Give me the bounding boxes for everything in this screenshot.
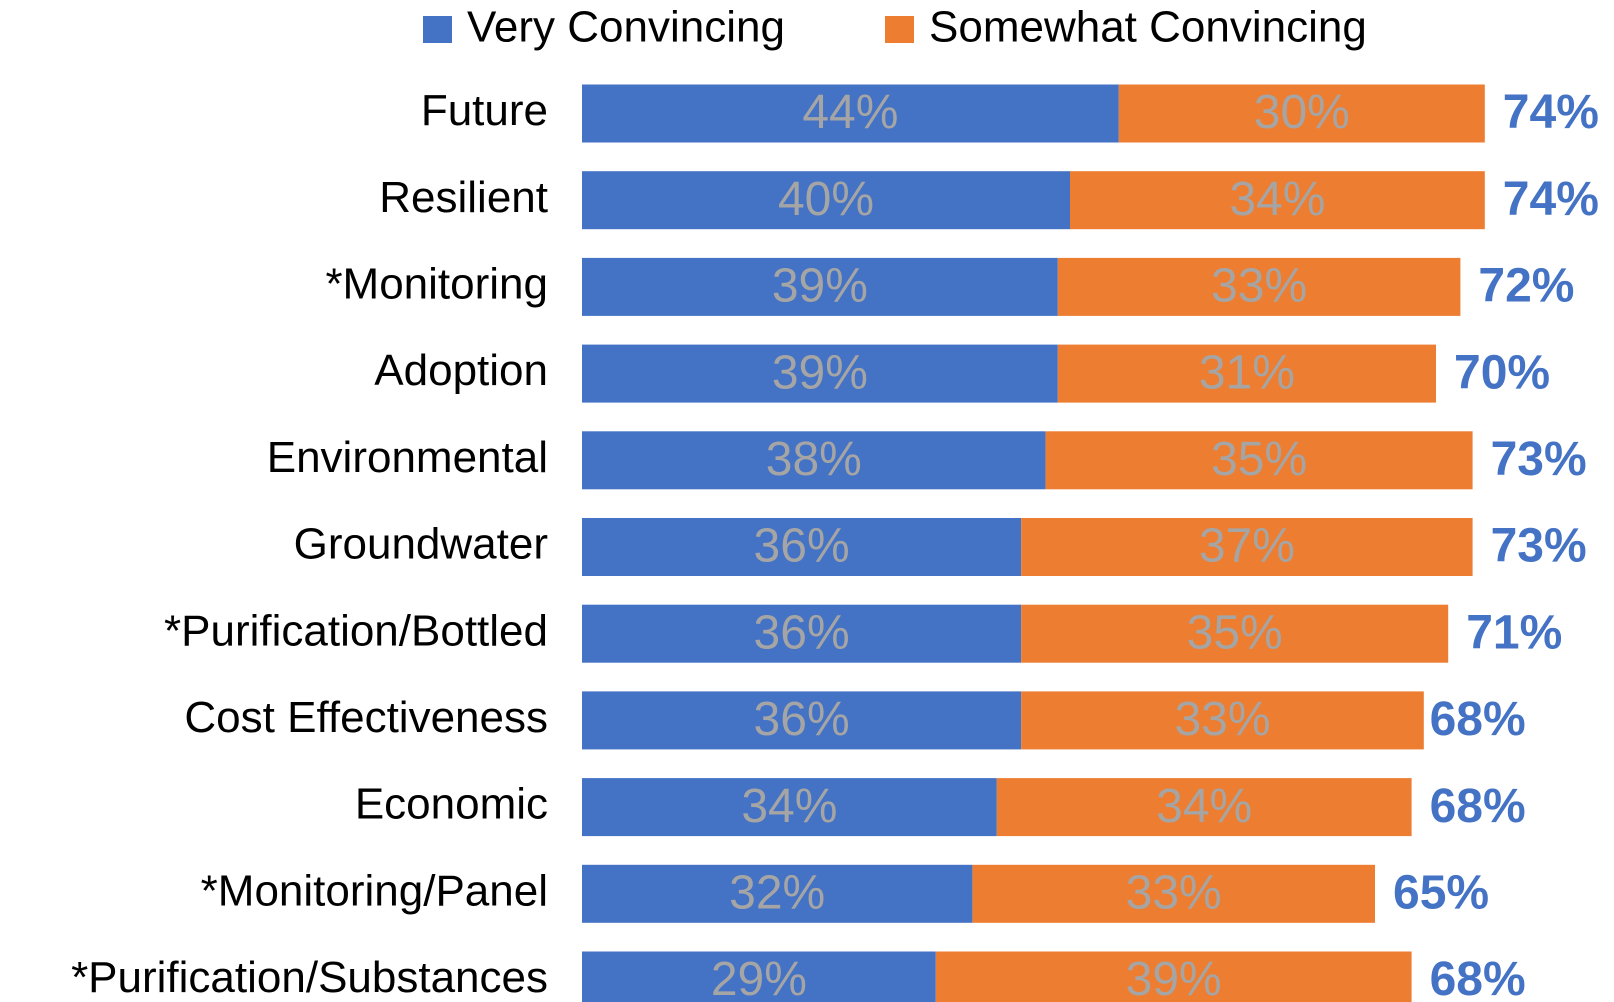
total-label: 72% [1478, 260, 1574, 313]
bar-segment [582, 344, 1058, 403]
total-label: 68% [1430, 953, 1526, 1002]
total-label: 70% [1454, 346, 1550, 399]
segment-label: 32% [729, 866, 825, 919]
bar-segment [972, 864, 1375, 923]
bar-segment [582, 778, 997, 837]
category-label: *Monitoring [325, 260, 548, 309]
segment-label: 44% [802, 86, 898, 139]
segment-label: 34% [741, 780, 837, 833]
total-label: 73% [1491, 433, 1587, 486]
total-label: 68% [1430, 693, 1526, 746]
category-label: Environmental [267, 433, 548, 482]
total-label: 68% [1430, 780, 1526, 833]
category-label: *Purification/Substances [71, 953, 548, 1002]
total-label: 65% [1393, 866, 1489, 919]
category-label: *Monitoring/Panel [201, 866, 548, 915]
total-label: 74% [1503, 173, 1599, 226]
segment-label: 34% [1156, 780, 1252, 833]
bar-segment [582, 951, 936, 1002]
bar-segment [1021, 604, 1449, 663]
bar-segment [1021, 691, 1424, 750]
segment-label: 36% [754, 606, 850, 659]
category-label: Adoption [374, 346, 548, 395]
bar-segment [582, 604, 1022, 663]
category-label: Economic [355, 780, 548, 829]
segment-label: 39% [772, 260, 868, 313]
bar-segment [1070, 171, 1485, 230]
segment-label: 30% [1254, 86, 1350, 139]
bar-segment [582, 518, 1022, 576]
segment-label: 35% [1211, 433, 1307, 486]
bar-segment [1057, 344, 1436, 403]
legend-label: Somewhat Convincing [929, 3, 1367, 52]
segment-label: 39% [772, 346, 868, 399]
bar-segment [1057, 257, 1461, 316]
segment-label: 36% [754, 520, 850, 573]
legend-swatch [423, 16, 452, 43]
legend-swatch [885, 16, 914, 43]
total-label: 71% [1466, 606, 1562, 659]
bar-segment [582, 691, 1022, 750]
segment-label: 29% [711, 953, 807, 1002]
category-label: *Purification/Bottled [164, 606, 548, 655]
total-label: 73% [1491, 520, 1587, 573]
category-label: Future [421, 86, 548, 135]
bar-segment [1045, 431, 1473, 490]
category-label: Cost Effectiveness [184, 693, 548, 742]
segment-label: 31% [1199, 346, 1295, 399]
segment-label: 33% [1126, 866, 1222, 919]
bar-segment [1118, 84, 1485, 143]
total-label: 74% [1503, 86, 1599, 139]
segment-label: 33% [1211, 260, 1307, 313]
legend-label: Very Convincing [467, 3, 785, 52]
bar-segment [582, 431, 1046, 490]
segment-label: 39% [1126, 953, 1222, 1002]
category-label: Resilient [379, 173, 548, 222]
bar-segment [582, 84, 1119, 143]
bar-segment [582, 171, 1070, 230]
segment-label: 38% [766, 433, 862, 486]
segment-label: 33% [1174, 693, 1270, 746]
bar-segment [1021, 518, 1473, 576]
segment-label: 36% [754, 693, 850, 746]
bar-segment [996, 778, 1412, 837]
bar-segment [582, 864, 973, 923]
category-label: Groundwater [294, 520, 548, 569]
segment-label: 34% [1229, 173, 1325, 226]
bar-segment [935, 951, 1412, 1002]
segment-label: 40% [778, 173, 874, 226]
segment-label: 35% [1187, 606, 1283, 659]
segment-label: 37% [1199, 520, 1295, 573]
bar-segment [582, 257, 1058, 316]
